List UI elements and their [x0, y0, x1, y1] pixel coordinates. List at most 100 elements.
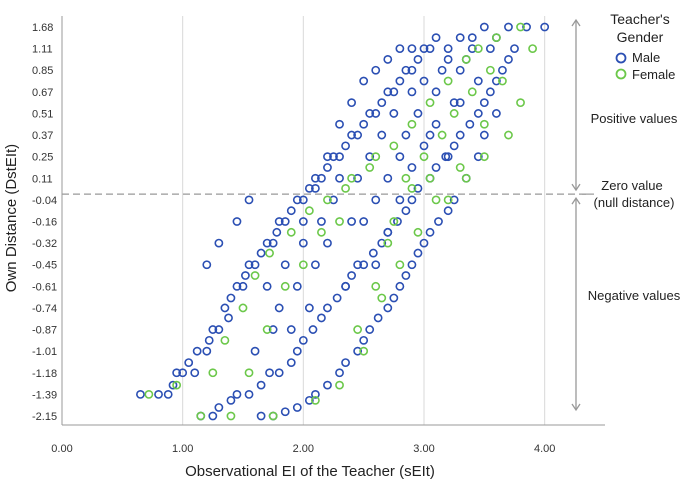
y-tick-label: -0.16: [32, 217, 57, 229]
male-point: [485, 87, 495, 97]
male-point: [298, 335, 308, 345]
male-point: [274, 368, 284, 378]
male-point: [479, 22, 489, 32]
male-point: [286, 325, 296, 334]
female-point: [461, 55, 471, 64]
male-point: [504, 22, 513, 32]
male-point: [304, 395, 314, 405]
tick-labels: 0.00 1.00 2.00 3.00 4.00 1.68 1.11 0.85 0.67 0.51…: [32, 22, 555, 455]
male-point: [479, 130, 489, 140]
female-point: [473, 44, 483, 54]
male-point: [292, 281, 302, 291]
male-point: [280, 217, 290, 226]
male-point: [491, 76, 501, 86]
male-point: [395, 152, 405, 162]
female-point: [323, 195, 332, 205]
female-point: [371, 281, 381, 291]
male-point: [347, 98, 356, 108]
male-point: [395, 76, 405, 86]
male-point: [168, 380, 178, 390]
female-point: [479, 119, 489, 129]
male-point: [389, 109, 399, 118]
male-point: [262, 238, 272, 248]
male-point: [353, 173, 363, 183]
male-point: [268, 238, 278, 248]
female-point: [383, 238, 393, 248]
male-point: [389, 87, 399, 97]
female-point: [144, 389, 154, 399]
legend-male-marker: [615, 52, 627, 64]
male-point: [377, 238, 387, 248]
female-point: [389, 141, 399, 151]
male-point: [479, 98, 489, 108]
male-point: [184, 358, 194, 368]
axes: [61, 16, 605, 426]
male-point: [455, 65, 465, 75]
male-point: [310, 260, 320, 270]
bracket-arrowhead: [571, 403, 581, 412]
male-point: [244, 260, 254, 270]
null-distance-label: (null distance): [594, 195, 675, 210]
male-point: [310, 183, 320, 193]
female-point: [407, 119, 417, 129]
male-point: [395, 44, 405, 54]
female-point: [431, 195, 441, 205]
male-point: [244, 389, 254, 399]
y-axis-title: Own Distance (DstEIt): [3, 144, 20, 292]
male-point: [304, 303, 314, 313]
male-point: [256, 411, 266, 421]
male-point: [437, 65, 447, 75]
bracket-arrowhead: [571, 183, 581, 192]
female-point: [389, 217, 399, 226]
male-point: [232, 217, 242, 226]
male-point: [371, 260, 381, 270]
male-point: [510, 44, 519, 54]
male-point: [280, 407, 290, 417]
female-point: [467, 87, 477, 97]
male-point: [365, 325, 375, 334]
female-point: [365, 163, 375, 172]
male-point: [292, 195, 302, 205]
male-point: [238, 281, 248, 291]
male-point: [250, 260, 260, 270]
female-point: [208, 368, 218, 378]
male-point: [190, 368, 200, 378]
legend-title-line1: Teacher's: [610, 11, 669, 27]
male-point: [443, 44, 453, 54]
male-point: [395, 281, 405, 291]
male-point: [335, 119, 344, 129]
male-point: [292, 403, 302, 412]
male-point: [341, 281, 350, 291]
male-point: [310, 173, 320, 183]
male-point: [359, 217, 369, 226]
male-point: [425, 130, 435, 140]
legend-male-label: Male: [632, 50, 660, 65]
male-point: [393, 217, 402, 226]
male-point: [368, 248, 378, 258]
y-tick-label: -0.45: [32, 260, 57, 272]
x-tick-label: 0.00: [51, 443, 72, 455]
x-tick-label: 1.00: [172, 443, 193, 455]
female-point: [238, 303, 248, 313]
female-point: [298, 260, 308, 270]
female-point: [304, 206, 314, 216]
y-tick-label: -0.74: [32, 303, 57, 315]
male-point: [383, 87, 393, 97]
female-point: [419, 152, 429, 162]
male-point: [274, 217, 284, 226]
negative-values-label: Negative values: [588, 288, 681, 303]
male-point: [292, 346, 302, 356]
y-tick-label: 0.85: [32, 65, 53, 77]
male-point: [220, 303, 230, 313]
male-point: [226, 293, 236, 303]
male-point: [540, 22, 550, 32]
male-point: [256, 380, 266, 390]
female-point: [250, 271, 260, 280]
male-point: [491, 109, 501, 118]
female-point: [172, 380, 182, 390]
male-point: [419, 238, 429, 248]
male-point: [407, 87, 417, 97]
female-point: [425, 173, 435, 183]
female-point: [244, 368, 254, 378]
legend-female-marker: [615, 68, 627, 80]
